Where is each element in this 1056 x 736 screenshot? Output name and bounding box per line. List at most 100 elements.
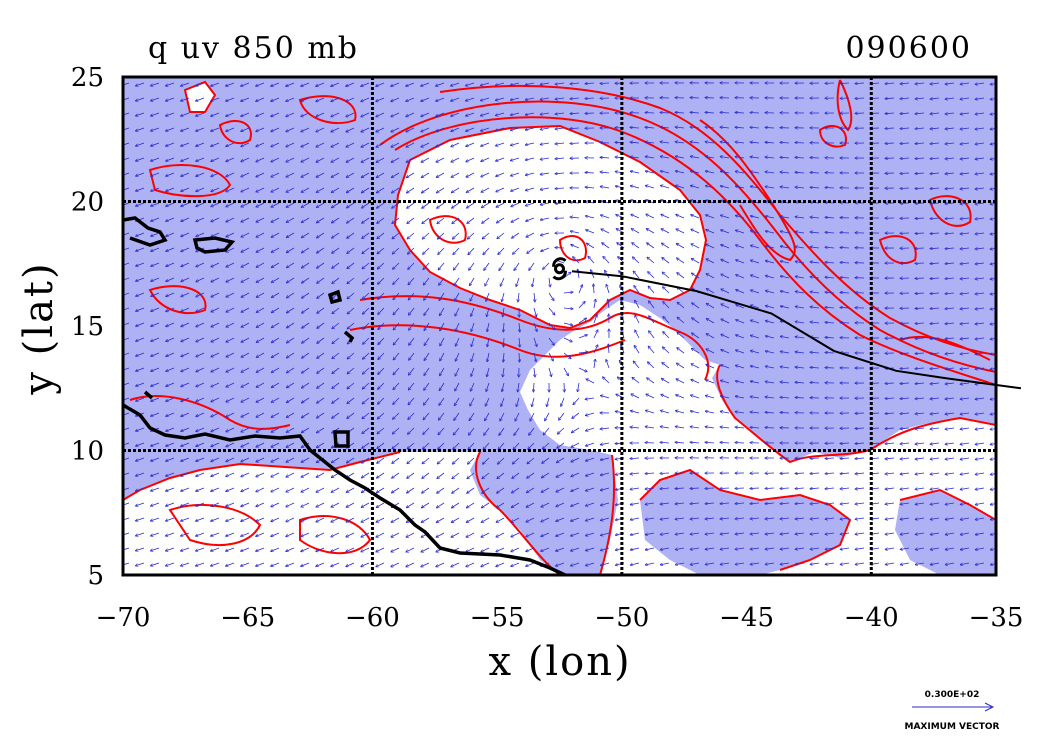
wind-vector	[511, 202, 520, 207]
wind-vector	[317, 262, 325, 268]
wind-vector	[900, 98, 910, 99]
wind-vector	[675, 127, 685, 128]
wind-vector	[226, 82, 235, 86]
wind-vector	[540, 173, 550, 175]
wind-vector	[453, 247, 460, 255]
wind-vector	[271, 172, 280, 177]
wind-vector	[540, 113, 550, 115]
wind-vector	[570, 83, 580, 84]
wind-vector	[301, 262, 310, 268]
wind-vector	[196, 187, 205, 191]
wind-vector	[525, 172, 535, 175]
wind-vector	[555, 128, 565, 129]
wind-vector	[123, 187, 130, 191]
wind-vector	[945, 248, 955, 249]
wind-vector	[915, 83, 925, 84]
wind-vector	[519, 352, 520, 362]
wind-vector	[347, 262, 355, 269]
wind-vector	[465, 82, 475, 86]
wind-vector	[211, 142, 220, 146]
wind-vector	[135, 112, 145, 116]
wind-vector	[301, 142, 310, 147]
wind-vector	[915, 188, 925, 189]
wind-vector	[286, 112, 295, 117]
wind-vector	[885, 383, 895, 384]
wind-vector	[346, 112, 355, 117]
wind-vector	[645, 142, 655, 143]
x-tick-label: −65	[220, 603, 275, 633]
wind-vector	[392, 217, 400, 223]
wind-vector	[750, 216, 760, 219]
wind-vector	[661, 229, 670, 234]
wind-vector	[555, 188, 565, 189]
wind-vector	[316, 142, 325, 147]
wind-vector	[465, 97, 475, 101]
contour-line	[123, 451, 401, 501]
wind-vector	[691, 229, 700, 234]
wind-vector	[780, 187, 790, 188]
wind-vector	[346, 172, 355, 177]
wind-vector	[181, 202, 190, 206]
wind-vector	[930, 83, 940, 84]
contour-line	[836, 79, 853, 132]
wind-vector	[736, 260, 745, 264]
wind-vector	[196, 217, 205, 222]
wind-vector	[151, 112, 160, 116]
wind-vector	[271, 217, 280, 222]
wind-vector	[166, 187, 175, 191]
wind-vector	[151, 232, 160, 236]
wind-vector	[795, 187, 805, 188]
wind-vector	[301, 97, 310, 101]
wind-vector	[256, 142, 265, 147]
wind-vector	[211, 277, 220, 282]
wind-vector	[421, 112, 430, 117]
wind-vector	[960, 263, 970, 264]
wind-vector	[960, 98, 970, 99]
wind-vector	[645, 171, 655, 174]
wind-vector	[840, 232, 850, 233]
wind-vector	[840, 247, 850, 248]
map-title: q uv 850 mb	[148, 31, 359, 66]
wind-vector	[256, 157, 265, 162]
wind-vector	[630, 171, 640, 174]
wind-vector	[945, 173, 955, 174]
wind-vector	[286, 187, 295, 192]
wind-vector	[691, 215, 700, 219]
wind-vector	[720, 171, 730, 174]
wind-vector	[391, 112, 400, 117]
wind-vector	[451, 157, 460, 162]
wind-vector	[347, 247, 355, 253]
wind-vector	[555, 173, 565, 174]
wind-vector	[391, 172, 400, 178]
wind-vector	[735, 216, 745, 219]
wind-vector	[495, 142, 505, 146]
wind-vector	[436, 142, 445, 147]
wind-vector	[196, 232, 205, 237]
wind-vector	[226, 172, 235, 177]
contour-line	[148, 285, 207, 315]
wind-vector	[960, 233, 970, 234]
wind-vector	[331, 112, 340, 117]
y-axis-ticks: 5 10 15 20 25	[71, 63, 104, 591]
wind-vector	[780, 246, 790, 249]
wind-vector	[780, 172, 790, 173]
wind-vector	[975, 263, 985, 264]
wind-vector	[136, 187, 145, 191]
wind-vector	[151, 157, 160, 161]
wind-vector	[750, 127, 760, 128]
contour-line	[558, 235, 587, 262]
wind-vector	[705, 186, 715, 189]
wind-vector	[421, 172, 430, 178]
wind-vector	[150, 82, 160, 86]
contour-line	[394, 116, 996, 386]
wind-vector	[196, 172, 205, 176]
wind-vector	[915, 278, 925, 279]
wind-vector	[750, 172, 760, 173]
wind-vector	[601, 229, 610, 234]
wind-vector	[795, 217, 805, 218]
wind-vector	[362, 232, 370, 238]
wind-vector	[286, 127, 295, 132]
wind-vector	[586, 243, 595, 249]
wind-vector	[481, 172, 490, 177]
wind-vector	[301, 157, 310, 162]
